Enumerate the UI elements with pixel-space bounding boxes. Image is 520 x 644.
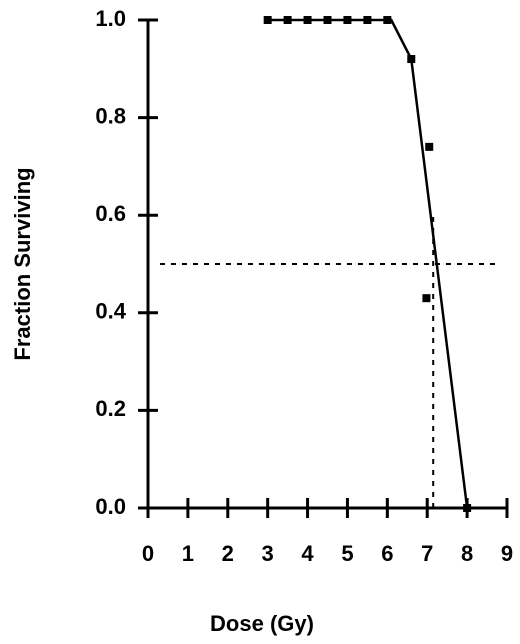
point: [323, 16, 332, 24]
y-axis-label: Fraction Surviving: [10, 167, 35, 360]
point: [383, 16, 392, 24]
x-tick-label: 7: [421, 541, 433, 566]
y-tick-label: 0.8: [95, 103, 126, 128]
y-tick-label: 0.6: [95, 201, 126, 226]
point: [422, 294, 431, 303]
x-tick-label: 6: [381, 541, 393, 566]
y-tick-label: 1.0: [95, 6, 126, 31]
x-tick-label: 8: [461, 541, 473, 566]
point: [263, 16, 272, 24]
point: [303, 16, 312, 24]
point: [283, 16, 292, 24]
fit-line: [267, 18, 469, 509]
point: [407, 55, 416, 64]
x-tick-label: 3: [262, 541, 274, 566]
x-tick-label: 4: [301, 541, 314, 566]
x-tick-label: 2: [222, 541, 234, 566]
x-tick-label: 0: [142, 541, 154, 566]
y-tick-label: 0.4: [95, 299, 126, 324]
x-tick-label: 9: [501, 541, 513, 566]
point: [425, 142, 434, 151]
point: [463, 504, 472, 512]
point: [343, 16, 352, 24]
y-tick-label: 0.0: [95, 494, 126, 519]
x-tick-label: 5: [341, 541, 353, 566]
y-tick-label: 0.2: [95, 396, 126, 421]
x-axis-label: Dose (Gy): [210, 611, 314, 636]
point: [363, 16, 372, 24]
x-tick-label: 1: [182, 541, 194, 566]
